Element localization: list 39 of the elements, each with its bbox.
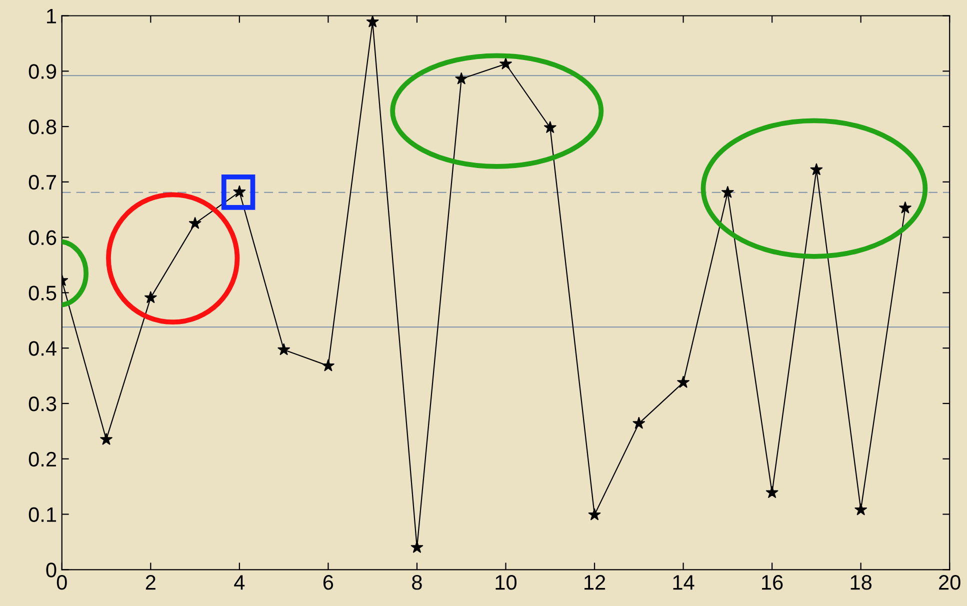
y-tick-label: 0.6 [28, 230, 56, 246]
x-tick-label: 18 [850, 575, 872, 590]
point [632, 416, 646, 429]
x-tick-label: 8 [412, 575, 422, 590]
y-tick-label: 0.3 [28, 396, 56, 412]
point [810, 163, 823, 176]
x-tick-label: 0 [56, 575, 67, 590]
point [676, 376, 690, 388]
y-tick-label: 0.8 [28, 120, 56, 134]
y-tick-label: 0.5 [28, 286, 56, 300]
y-tick-label: 0.2 [28, 452, 56, 467]
y-tick-label: 0 [46, 562, 56, 578]
point [322, 359, 335, 372]
point [144, 291, 158, 304]
y-tick-label: 0.9 [28, 64, 56, 79]
x-tick-label: 6 [323, 575, 334, 590]
point [854, 503, 868, 516]
point [366, 16, 379, 28]
point [721, 186, 734, 198]
y-tick-label: 0.4 [28, 341, 56, 356]
point [499, 57, 512, 70]
point [100, 432, 113, 445]
point [588, 508, 601, 520]
point [544, 120, 556, 134]
x-tick-label: 2 [146, 575, 156, 590]
point [898, 201, 912, 214]
x-tick-label: 20 [939, 575, 960, 590]
point [188, 216, 202, 229]
y-tick-label: 0.7 [28, 174, 56, 190]
x-tick-label: 14 [673, 575, 694, 590]
y-tick-label: 1 [47, 8, 56, 24]
point [454, 72, 468, 84]
x-tick-label: 4 [234, 575, 245, 590]
y-tick-label: 0.1 [28, 507, 56, 522]
point [766, 486, 778, 498]
x-tick-label: 10 [496, 575, 517, 590]
x-tick-label: 16 [762, 575, 783, 590]
x-tick-label: 12 [584, 575, 606, 590]
point [277, 343, 290, 356]
